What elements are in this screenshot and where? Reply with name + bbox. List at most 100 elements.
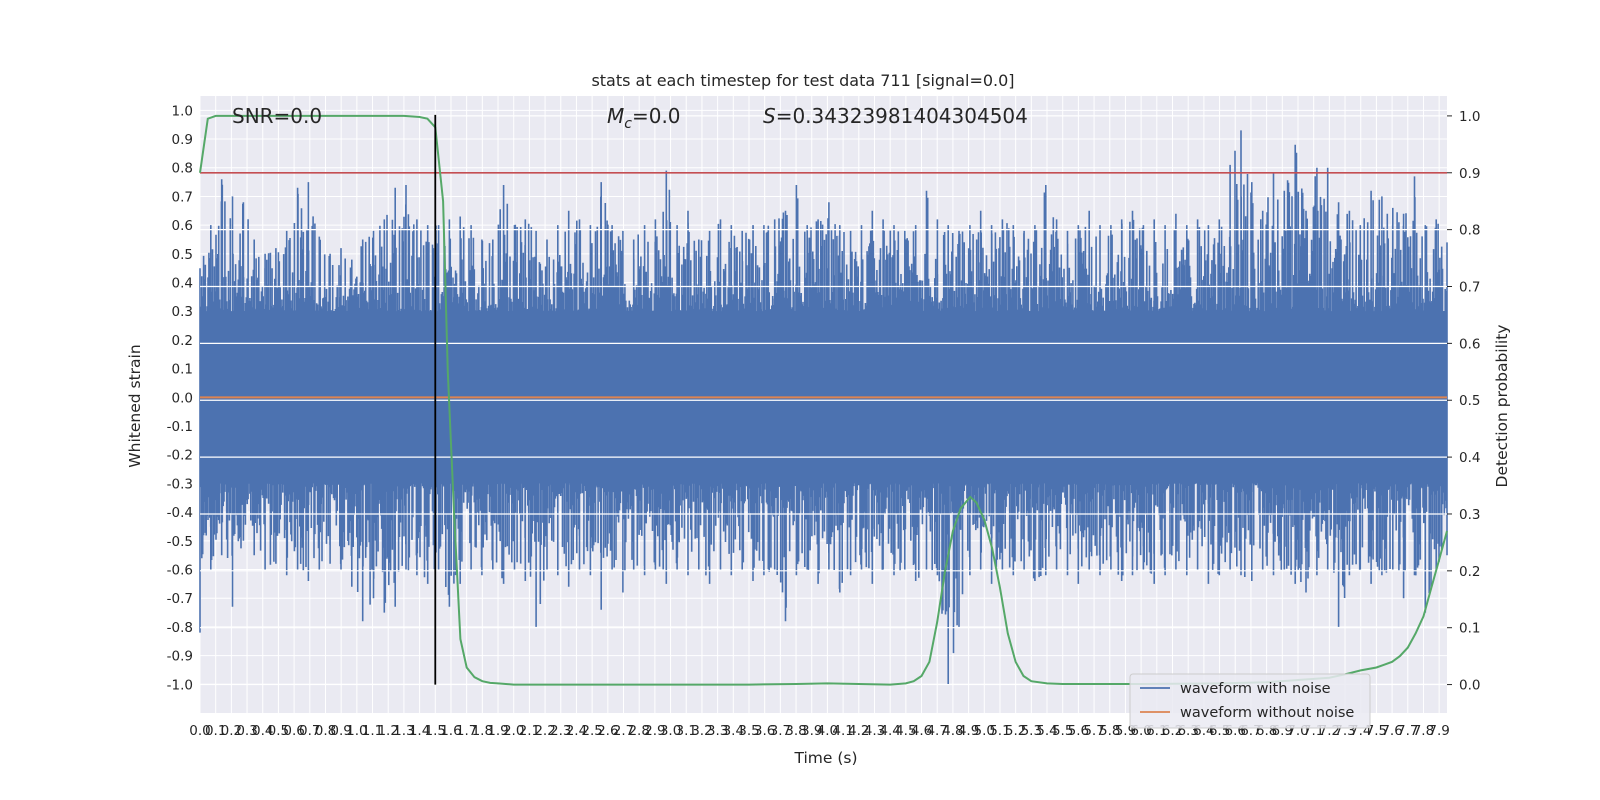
x-tick-label: 0.3 bbox=[236, 723, 257, 739]
x-tick-label: 0.2 bbox=[221, 723, 242, 739]
x-tick-label: 3.4 bbox=[723, 723, 744, 739]
y-axis-ticks: 1.0 0.9 0.8 0.7 0.6 0.5 0.4 0.3 0.2 0.1 0.0 -0.1 -0.… bbox=[167, 103, 193, 693]
x-tick-label: 2.7 bbox=[613, 723, 634, 739]
x-tick-label: 2.1 bbox=[519, 723, 540, 739]
x-tick-label: 5.6 bbox=[1068, 723, 1089, 739]
y-tick-label: -0.9 bbox=[167, 649, 193, 665]
x-tick-label: 3.9 bbox=[801, 723, 822, 739]
x-tick-label: 1.4 bbox=[409, 723, 430, 739]
right-tick-label: 0.6 bbox=[1459, 336, 1480, 352]
y-tick-label: -0.6 bbox=[167, 563, 193, 579]
y-tick-label: 0.0 bbox=[172, 390, 193, 406]
legend: waveform with noise waveform without noi… bbox=[1129, 673, 1371, 729]
right-axis-grid-lines bbox=[200, 115, 1447, 686]
x-tick-label: 4.1 bbox=[832, 723, 853, 739]
x-tick-label: 2.2 bbox=[534, 723, 555, 739]
x-tick-label: 4.2 bbox=[848, 723, 869, 739]
x-tick-label: 4.5 bbox=[895, 723, 916, 739]
y-axis-label: Whitened strain bbox=[126, 344, 144, 467]
x-tick-label: 0.0 bbox=[189, 723, 210, 739]
y-tick-label: 0.1 bbox=[172, 362, 193, 378]
x-tick-label: 0.5 bbox=[268, 723, 289, 739]
x-tick-label: 1.6 bbox=[440, 723, 461, 739]
x-tick-label: 1.7 bbox=[456, 723, 477, 739]
right-axis-label: Detection probability bbox=[1493, 325, 1511, 488]
right-tick-label: 0.1 bbox=[1459, 621, 1480, 637]
y-tick-label: -0.7 bbox=[167, 591, 193, 607]
chirp-mass-annotation: Mc=0.0 bbox=[607, 104, 681, 132]
x-tick-label: 5.3 bbox=[1021, 723, 1042, 739]
x-tick-label: 2.3 bbox=[550, 723, 571, 739]
x-tick-label: 3.5 bbox=[738, 723, 759, 739]
y-tick-label: -0.2 bbox=[167, 448, 193, 464]
y-tick-label: 0.5 bbox=[172, 247, 193, 263]
x-tick-label: 3.3 bbox=[707, 723, 728, 739]
x-tick-label: 2.8 bbox=[628, 723, 649, 739]
x-tick-label: 3.0 bbox=[660, 723, 681, 739]
x-tick-label: 1.0 bbox=[346, 723, 367, 739]
y-tick-label: -0.5 bbox=[167, 534, 193, 550]
x-tick-label: 5.4 bbox=[1036, 723, 1057, 739]
y-tick-label: 0.9 bbox=[172, 132, 193, 148]
x-tick-label: 4.4 bbox=[879, 723, 900, 739]
x-tick-label: 4.0 bbox=[817, 723, 838, 739]
y-tick-label: 1.0 bbox=[172, 103, 193, 119]
y-tick-label: 0.6 bbox=[172, 218, 193, 234]
x-axis-label: Time (s) bbox=[793, 749, 857, 767]
y-tick-label: 0.4 bbox=[172, 276, 193, 292]
x-tick-label: 5.2 bbox=[1005, 723, 1026, 739]
x-tick-label: 1.8 bbox=[472, 723, 493, 739]
y-tick-label: -0.4 bbox=[167, 505, 193, 521]
x-tick-label: 0.8 bbox=[315, 723, 336, 739]
x-tick-label: 5.1 bbox=[989, 723, 1010, 739]
chart-title: stats at each timestep for test data 711… bbox=[591, 71, 1014, 90]
x-tick-label: 5.7 bbox=[1083, 723, 1104, 739]
x-tick-label: 2.5 bbox=[581, 723, 602, 739]
legend-label-without-noise: waveform without noise bbox=[1180, 705, 1354, 721]
x-tick-label: 7.7 bbox=[1397, 723, 1418, 739]
x-tick-label: 5.8 bbox=[1099, 723, 1120, 739]
y-tick-label: -1.0 bbox=[167, 677, 193, 693]
x-tick-label: 2.0 bbox=[503, 723, 524, 739]
x-tick-label: 4.9 bbox=[958, 723, 979, 739]
right-tick-label: 0.0 bbox=[1459, 678, 1480, 694]
right-tick-label: 0.4 bbox=[1459, 450, 1480, 466]
y-tick-label: -0.1 bbox=[167, 419, 193, 435]
x-tick-label: 4.7 bbox=[926, 723, 947, 739]
x-tick-label: 0.7 bbox=[299, 723, 320, 739]
x-tick-label: 4.3 bbox=[864, 723, 885, 739]
right-tick-label: 0.2 bbox=[1459, 564, 1480, 580]
x-tick-label: 0.9 bbox=[330, 723, 351, 739]
statistic-value: =0.34323981404304504 bbox=[776, 104, 1028, 128]
x-tick-label: 3.6 bbox=[754, 723, 775, 739]
right-axis-ticks: 1.0 0.9 0.8 0.7 0.6 0.5 0.4 0.3 0.2 0.1 0.0 bbox=[1447, 109, 1480, 694]
right-tick-label: 0.3 bbox=[1459, 507, 1480, 523]
x-tick-label: 1.2 bbox=[377, 723, 398, 739]
y-tick-label: 0.2 bbox=[172, 333, 193, 349]
right-tick-label: 0.9 bbox=[1459, 166, 1480, 182]
x-tick-label: 1.9 bbox=[487, 723, 508, 739]
plot-area bbox=[199, 96, 1448, 713]
x-tick-label: 0.4 bbox=[252, 723, 273, 739]
x-tick-label: 5.5 bbox=[1052, 723, 1073, 739]
chirp-mass-subscript: c bbox=[624, 116, 632, 132]
x-tick-label: 1.3 bbox=[393, 723, 414, 739]
y-tick-label: -0.8 bbox=[167, 620, 193, 636]
legend-label-with-noise: waveform with noise bbox=[1180, 681, 1331, 697]
x-tick-label: 4.8 bbox=[942, 723, 963, 739]
x-tick-label: 3.2 bbox=[691, 723, 712, 739]
right-tick-label: 0.8 bbox=[1459, 223, 1480, 239]
chirp-mass-symbol: M bbox=[607, 104, 624, 128]
x-tick-label: 4.6 bbox=[911, 723, 932, 739]
x-tick-label: 2.6 bbox=[597, 723, 618, 739]
waveform-with-noise-line bbox=[199, 130, 1448, 685]
right-tick-label: 0.5 bbox=[1459, 393, 1480, 409]
x-tick-label: 2.9 bbox=[644, 723, 665, 739]
y-tick-label: -0.3 bbox=[167, 476, 193, 492]
y-tick-label: 0.7 bbox=[172, 189, 193, 205]
y-tick-label: 0.8 bbox=[172, 161, 193, 177]
x-tick-label: 7.5 bbox=[1366, 723, 1387, 739]
snr-annotation: SNR=0.0 bbox=[232, 104, 322, 128]
x-tick-label: 3.7 bbox=[770, 723, 791, 739]
